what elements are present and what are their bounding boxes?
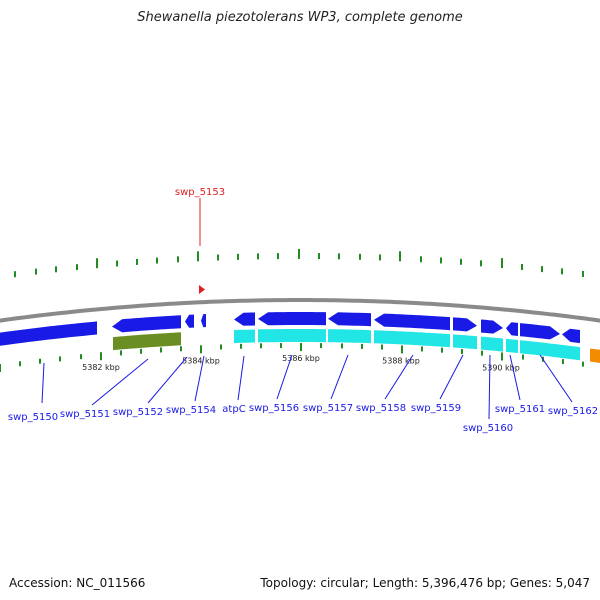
cds-cyan-7 bbox=[520, 340, 580, 361]
gene-swp-5160 bbox=[481, 319, 503, 334]
gene-swp-5163 bbox=[562, 328, 580, 344]
gene-swp-5157 bbox=[328, 312, 371, 327]
gene-atpc bbox=[234, 312, 255, 326]
gene-label: swp_5154 bbox=[166, 405, 216, 416]
gene-leader-line bbox=[539, 354, 573, 403]
gene-label: atpC bbox=[222, 404, 245, 415]
gene-label: swp_5151 bbox=[60, 409, 110, 420]
accession-text: Accession: NC_011566 bbox=[9, 576, 146, 590]
gene-leader-line bbox=[276, 354, 293, 400]
gene-label: swp_5158 bbox=[356, 403, 406, 414]
gene-swp-5156 bbox=[258, 312, 326, 326]
gene-leader-line bbox=[384, 354, 414, 400]
gene-leader-line bbox=[194, 355, 205, 402]
cds-cyan-6 bbox=[506, 338, 518, 353]
gene-leader-line bbox=[147, 356, 188, 404]
gene-label: swp_5157 bbox=[303, 403, 353, 414]
cds-cyan-5 bbox=[481, 336, 503, 352]
gene-label: swp_5152 bbox=[113, 407, 163, 418]
ruler-tick-label: 5384 kbp bbox=[182, 356, 220, 365]
genome-stats-text: Topology: circular; Length: 5,396,476 bp… bbox=[260, 576, 590, 590]
gene-leader-line bbox=[41, 362, 45, 404]
gene-swp-5159 bbox=[453, 317, 477, 332]
gene-leader-line bbox=[330, 354, 349, 400]
gene-label: swp_5160 bbox=[463, 423, 513, 434]
ruler-tick-label: 5382 kbp bbox=[82, 363, 120, 372]
gene-label: swp_5162 bbox=[548, 406, 598, 417]
gene-swp-5150 bbox=[0, 321, 97, 346]
gene-label: swp_5150 bbox=[8, 412, 58, 423]
ruler-tick-label: 5386 kbp bbox=[282, 354, 320, 363]
highlight-marker bbox=[199, 285, 205, 294]
gene-swp-5151 bbox=[112, 315, 181, 333]
gene-leader-line bbox=[439, 354, 464, 400]
cds-cyan-4 bbox=[453, 334, 477, 350]
cds-olive bbox=[113, 332, 181, 351]
gene-leader-line bbox=[91, 358, 149, 406]
cds-orange bbox=[590, 348, 600, 363]
backbone-arc bbox=[0, 298, 600, 323]
gene-leader-line bbox=[509, 354, 521, 401]
gene-label: swp_5159 bbox=[411, 403, 461, 414]
ruler-tick-label: 5390 kbp bbox=[482, 363, 520, 372]
gene-label: swp_5156 bbox=[249, 403, 299, 414]
gene-swp-5152 bbox=[185, 314, 194, 328]
gene-leader-line bbox=[488, 354, 491, 420]
highlight-gene-label: swp_5153 bbox=[175, 187, 225, 198]
gene-label: swp_5161 bbox=[495, 404, 545, 415]
gene-swp-5158 bbox=[374, 313, 450, 331]
gene-swp-5161 bbox=[506, 322, 518, 336]
cds-cyan-2 bbox=[328, 329, 371, 344]
cds-cyan-1 bbox=[258, 329, 326, 343]
cds-cyan-0 bbox=[234, 329, 255, 343]
gene-swp-5162 bbox=[520, 323, 560, 340]
cds-cyan-3 bbox=[374, 330, 450, 348]
map-title: Shewanella piezotolerans WP3, complete g… bbox=[137, 10, 463, 25]
gene-leader-line bbox=[237, 355, 245, 401]
gene-swp-5154 bbox=[201, 314, 206, 328]
ruler-tick-label: 5388 kbp bbox=[382, 356, 420, 365]
